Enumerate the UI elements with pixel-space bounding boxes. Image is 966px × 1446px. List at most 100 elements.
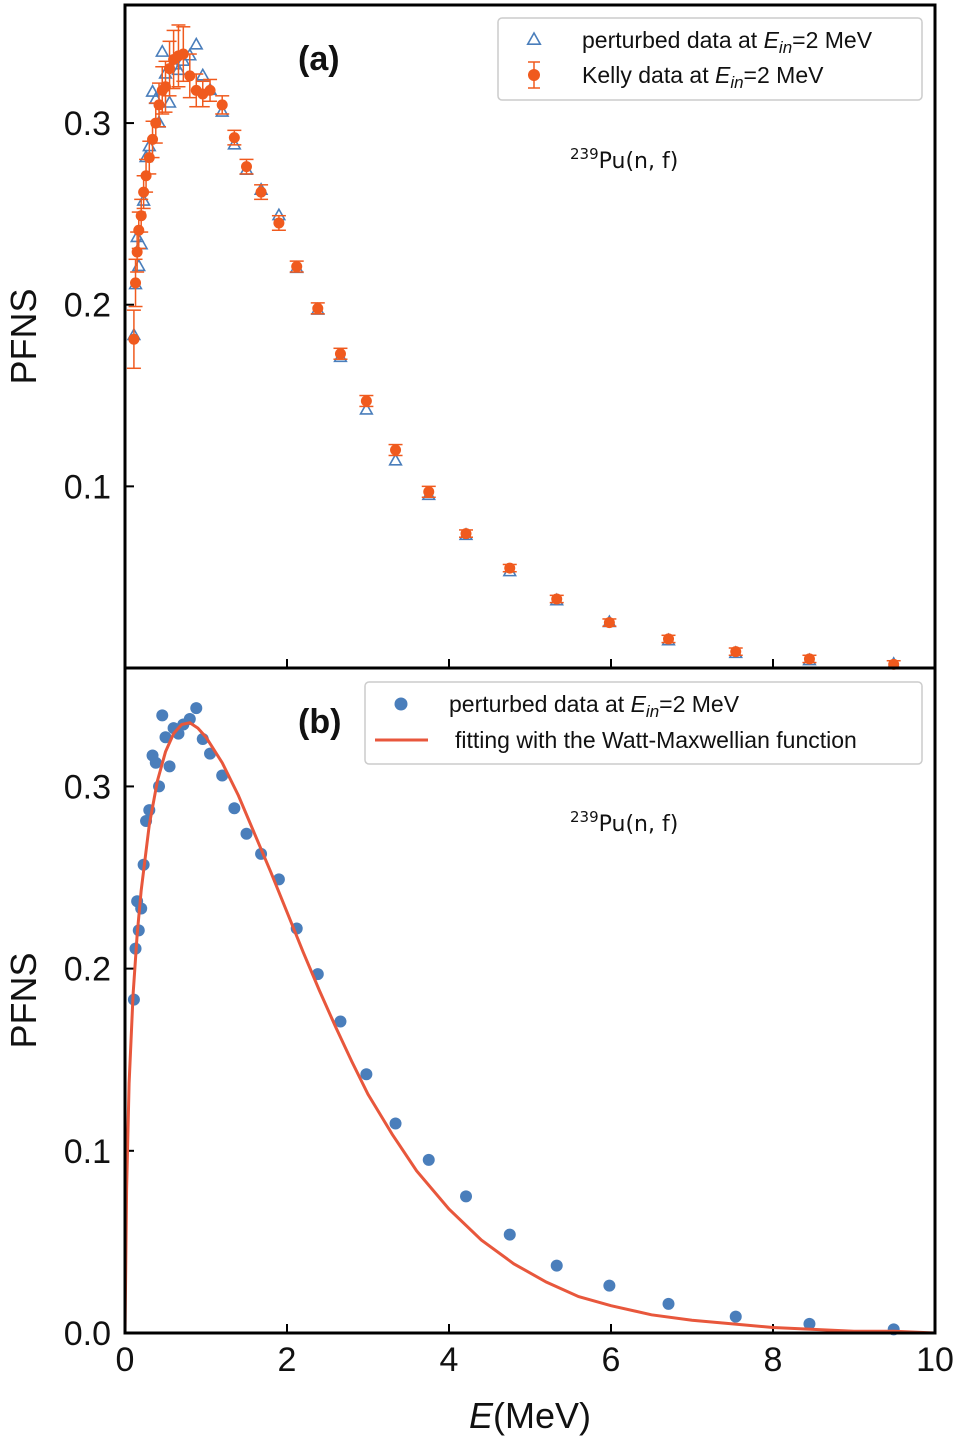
perturbed-point <box>422 1153 435 1166</box>
kelly-point <box>133 224 145 236</box>
kelly-point <box>204 84 216 96</box>
x-axis-title-symbol: E <box>469 1395 494 1436</box>
perturbed-point <box>156 709 169 722</box>
kelly-point <box>504 562 516 574</box>
perturbed-point <box>334 1015 347 1028</box>
fit-curve <box>123 721 936 1335</box>
legend-label-text: perturbed data at <box>449 691 631 717</box>
perturbed-point <box>162 94 177 108</box>
kelly-point <box>360 395 372 407</box>
y-tick-label: 0.0 <box>64 1315 111 1353</box>
legend-label-subscript: in <box>646 702 659 721</box>
legend-marker-circle <box>528 69 540 81</box>
perturbed-point <box>729 1310 742 1323</box>
perturbed-point <box>460 1190 473 1203</box>
perturbed-point <box>228 802 241 815</box>
perturbed-point <box>388 452 403 466</box>
perturbed-point <box>662 1297 675 1310</box>
perturbed-point <box>360 1068 373 1081</box>
legend-entry-perturbed: perturbed data at Ein=2 MeV <box>394 691 740 721</box>
panel-a-marks <box>126 24 901 670</box>
panel-b-annotation: 239Pu(n, f) <box>570 808 678 837</box>
panel-b-frame <box>123 666 937 1335</box>
legend-label-text: fitting with the Watt-Maxwellian functio… <box>455 727 857 753</box>
kelly-point <box>130 277 142 289</box>
perturbed-point <box>216 769 229 782</box>
panel-b-label: (b) <box>298 703 341 741</box>
perturbed-point <box>149 756 162 769</box>
x-tick-label: 8 <box>764 1341 783 1379</box>
kelly-point <box>164 63 176 75</box>
legend-label-suffix: =2 MeV <box>659 691 740 717</box>
panel-a-annotation: 239Pu(n, f) <box>570 145 678 174</box>
x-tick-label: 0 <box>116 1341 135 1379</box>
kelly-point <box>216 99 228 111</box>
x-tick-label: 10 <box>916 1341 954 1379</box>
legend-entry-kelly: Kelly data at Ein=2 MeV <box>528 61 824 92</box>
kelly-point <box>730 646 742 658</box>
annotation-superscript: 239 <box>570 145 599 163</box>
x-tick-label: 4 <box>440 1341 459 1379</box>
perturbed-point <box>155 44 170 57</box>
kelly-point <box>390 444 402 456</box>
legend-box <box>364 681 923 765</box>
legend-label-subscript: in <box>730 73 743 92</box>
perturbed-point <box>603 1279 616 1292</box>
x-axis-title: E(MeV) <box>469 1395 591 1436</box>
annotation-text: Pu(n, f) <box>599 812 679 837</box>
legend-entry-fit: fitting with the Watt-Maxwellian functio… <box>375 727 857 753</box>
legend-label-symbol: E <box>631 691 647 717</box>
legend-label: perturbed data at Ein=2 MeV <box>582 27 873 57</box>
kelly-point <box>135 210 147 222</box>
panel-b-legend: perturbed data at Ein=2 MeV fitting with… <box>364 681 923 765</box>
kelly-point <box>663 633 675 645</box>
perturbed-point <box>159 731 172 744</box>
kelly-point <box>131 246 143 258</box>
perturbed-point <box>227 136 242 150</box>
kelly-point <box>551 593 563 605</box>
kelly-point <box>228 132 240 144</box>
kelly-point <box>423 486 435 498</box>
kelly-point <box>460 528 472 540</box>
legend-marker-circle <box>394 697 408 711</box>
perturbed-point <box>550 1259 563 1272</box>
perturbed-point <box>163 760 176 773</box>
kelly-point <box>334 348 346 360</box>
kelly-point <box>312 302 324 314</box>
kelly-point <box>803 653 815 665</box>
x-tick-label: 6 <box>602 1341 621 1379</box>
y-tick-label: 0.3 <box>64 105 111 143</box>
legend-label-text: Kelly data at <box>582 62 715 88</box>
kelly-point <box>291 261 303 273</box>
y-tick-label: 0.3 <box>64 768 111 806</box>
annotation-superscript: 239 <box>570 808 599 826</box>
panel-b: 0.0 0.1 0.2 0.3 0 2 4 6 8 10 (b) 239Pu(n, f) PFNS… <box>3 666 954 1436</box>
legend-label-subscript: in <box>779 38 792 57</box>
perturbed-point <box>503 1228 516 1241</box>
panel-a-label: (a) <box>298 40 340 78</box>
x-axis-title-unit: (MeV) <box>493 1395 591 1436</box>
legend-label: Kelly data at Ein=2 MeV <box>582 62 824 92</box>
y-tick-label: 0.2 <box>64 951 111 989</box>
legend-entry-perturbed: perturbed data at Ein=2 MeV <box>526 27 873 57</box>
perturbed-point <box>240 827 253 840</box>
legend-box <box>497 17 923 101</box>
legend-label: fitting with the Watt-Maxwellian functio… <box>455 727 857 753</box>
perturbed-point <box>359 401 374 415</box>
panel-a-ticks: 0.1 0.2 0.3 <box>64 105 936 668</box>
legend-label-symbol: E <box>764 27 780 53</box>
perturbed-point <box>145 84 160 97</box>
y-tick-label: 0.1 <box>64 468 111 506</box>
perturbed-point <box>189 36 204 50</box>
legend-label-suffix: =2 MeV <box>744 62 825 88</box>
legend-label-text: perturbed data at <box>582 27 764 53</box>
panel-a: 0.1 0.2 0.3 (a) 239Pu(n, f) PFNS perturbed… <box>3 3 937 670</box>
kelly-point <box>603 617 615 629</box>
kelly-point <box>273 217 285 229</box>
kelly-point <box>128 333 140 345</box>
y-tick-label: 0.2 <box>64 287 111 325</box>
panel-b-y-axis-title: PFNS <box>3 952 44 1048</box>
legend-label-suffix: =2 MeV <box>792 27 873 53</box>
kelly-point <box>160 81 171 93</box>
